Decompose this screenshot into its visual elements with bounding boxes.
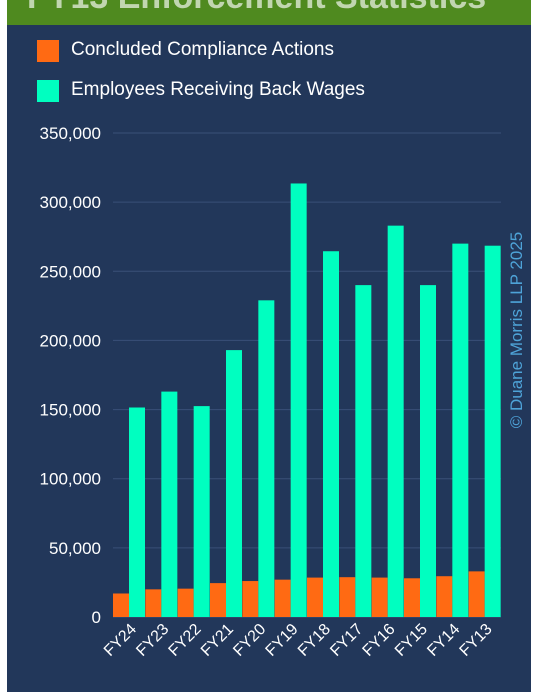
y-tick-label: 100,000 (40, 470, 101, 489)
chart-title-partial: FY13 Enforcement Statistics (27, 0, 486, 17)
y-tick-label: 150,000 (40, 401, 101, 420)
copyright-credit: © Duane Morris LLP 2025 (507, 231, 526, 429)
y-tick-label: 50,000 (49, 539, 101, 558)
bar-compliance-actions (339, 577, 356, 617)
y-tick-label: 0 (92, 608, 101, 627)
x-tick-label: FY21 (198, 621, 237, 660)
x-tick-label: FY14 (424, 621, 463, 660)
bar-back-wages (193, 406, 210, 617)
x-tick-label: FY23 (133, 621, 172, 660)
legend-label-back-wages: Employees Receiving Back Wages (71, 79, 365, 100)
bar-back-wages (420, 285, 436, 617)
x-tick-label: FY20 (230, 621, 269, 660)
bar-back-wages (323, 251, 339, 617)
bar-compliance-actions (436, 576, 453, 617)
x-tick-label: FY18 (295, 621, 334, 660)
bar-compliance-actions (404, 578, 420, 617)
bar-back-wages (161, 391, 178, 617)
bar-back-wages (290, 183, 307, 617)
x-tick-label: FY17 (327, 621, 366, 660)
x-tick-label: FY24 (101, 621, 140, 660)
bar-chart-plot: 0 50,000 100,000 150,000 200,000 250,000 300,0… (40, 124, 501, 660)
y-tick-label: 200,000 (40, 331, 101, 350)
bar-compliance-actions (177, 588, 194, 617)
legend-swatch-compliance (37, 40, 59, 62)
bar-compliance-actions (468, 571, 485, 617)
bar-compliance-actions (145, 589, 162, 617)
x-tick-label: FY19 (263, 621, 302, 660)
bar-back-wages (129, 407, 145, 617)
bar-compliance-actions (274, 579, 291, 617)
bar-back-wages (484, 245, 501, 617)
x-tick-label: FY16 (360, 621, 399, 660)
chart-panel: FY13 Enforcement Statistics Concluded Co… (7, 0, 531, 692)
y-tick-label: 300,000 (40, 193, 101, 212)
x-tick-label: FY13 (457, 621, 496, 660)
title-banner: FY13 Enforcement Statistics (7, 0, 531, 25)
bar-back-wages (226, 350, 242, 617)
bar-back-wages (452, 243, 469, 617)
legend-swatch-back-wages (37, 80, 59, 102)
bar-compliance-actions (113, 593, 129, 617)
x-tick-label: FY22 (166, 621, 205, 660)
bar-back-wages (387, 225, 404, 617)
bar-compliance-actions (307, 577, 323, 617)
bar-compliance-actions (210, 583, 226, 617)
x-tick-label: FY15 (392, 621, 431, 660)
bar-back-wages (258, 300, 275, 617)
legend-label-compliance: Concluded Compliance Actions (71, 39, 334, 60)
bar-compliance-actions (371, 577, 388, 617)
y-tick-label: 250,000 (40, 262, 101, 281)
bar-compliance-actions (242, 581, 259, 617)
bar-back-wages (355, 285, 372, 617)
y-tick-label: 350,000 (40, 124, 101, 143)
